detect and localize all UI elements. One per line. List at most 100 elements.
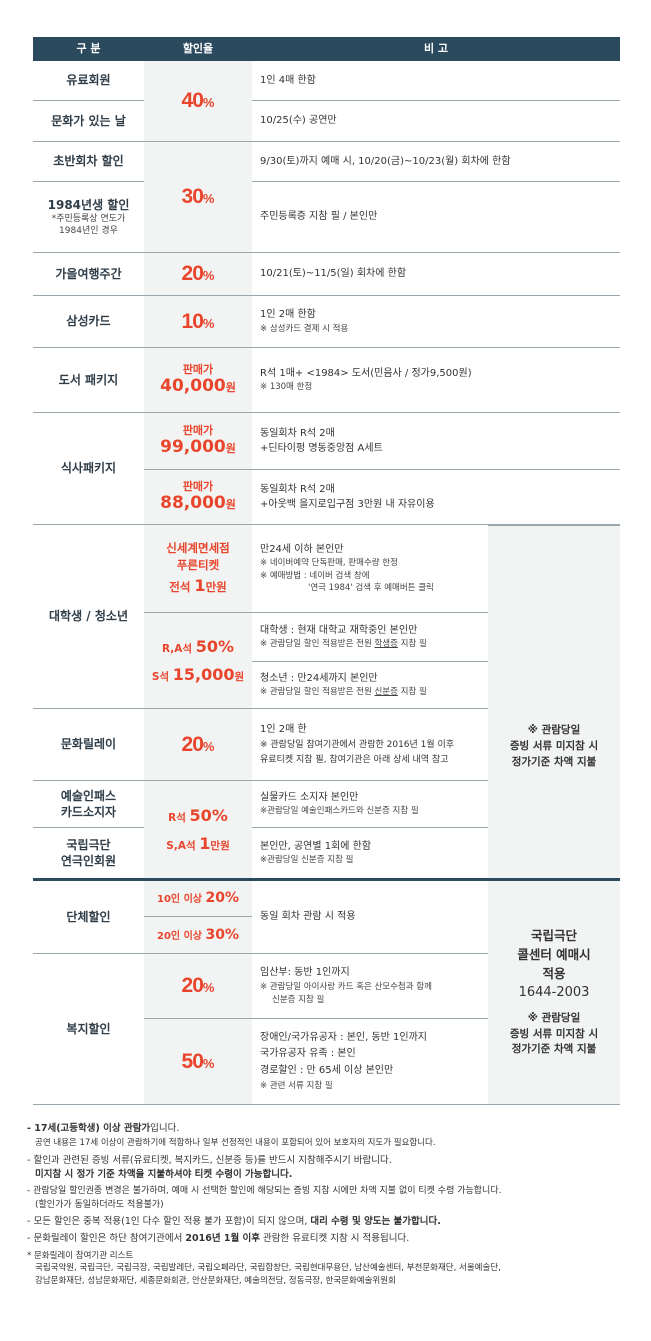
discount-welfare-20: 20% <box>144 954 252 1019</box>
discount-20: 20% <box>144 253 252 296</box>
text: R석 <box>168 812 190 825</box>
text: 40,000 <box>160 376 226 397</box>
text: 1인 2매 한함 <box>260 309 316 321</box>
header-remarks: 비 고 <box>423 42 449 55</box>
text-group: ※ 관람당일 할인 적용받은 전원 신분증 지참 필 <box>260 686 488 698</box>
text-group: 88,000원 <box>160 493 236 513</box>
text: 20 <box>181 974 204 998</box>
text-group: R석 50% <box>168 802 228 829</box>
text: - 17세(고등학생) 이상 관람가 <box>27 1123 151 1134</box>
text: 초반회차 할인 <box>53 154 124 169</box>
note-age: - 17세(고등학생) 이상 관람가입니다. 공연 내용은 17세 이상이 관람하… <box>27 1122 637 1151</box>
text-group: 40,000원 <box>160 376 236 396</box>
text-group: 20% <box>182 261 215 286</box>
text: 1 <box>194 575 206 595</box>
remark: 10/21(토)~11/5(일) 회차에 한함 <box>252 253 620 296</box>
text: 도서 패키지 <box>58 372 119 387</box>
discount-30: 30% <box>144 142 252 253</box>
text: ※관람당일 신분증 지참 필 <box>260 855 354 866</box>
text: 정가기준 차액 지불 <box>511 755 597 768</box>
text: R,A석 <box>161 643 196 656</box>
remark: 1인 4매 한함 <box>252 61 620 101</box>
text: 적용 <box>542 965 566 981</box>
text: '연극 1984' 검색 후 예매버튼 클릭 <box>308 582 434 593</box>
text: 신세계면세점 <box>166 541 230 556</box>
notes-section: - 17세(고등학생) 이상 관람가입니다. 공연 내용은 17세 이상이 관람하… <box>27 1122 637 1291</box>
text: 복지할인 <box>66 1021 111 1036</box>
text: 미지참 시 정가 기준 차액을 지불하셔야 티켓 수령이 가능합니다. <box>35 1168 293 1180</box>
text: +아웃백 을지로입구점 3만원 내 자유이용 <box>260 499 435 510</box>
row-culture-relay: 문화릴레이 <box>33 709 144 781</box>
price-meal-a: 판매가 99,000원 <box>144 413 252 470</box>
text: 20% <box>205 890 239 907</box>
text: % <box>202 315 215 331</box>
text-group: S,A석 1만원 <box>166 830 229 857</box>
text: ※ 네이버예약 단독판매, 판매수량 한정 <box>260 558 398 569</box>
text-group: R,A석 50% <box>162 633 234 660</box>
remark: 실물카드 소지자 본인만 ※관람당일 예술인패스카드와 신분증 지참 필 <box>252 781 488 828</box>
price-meal-b: 판매가 88,000원 <box>144 470 252 525</box>
remark: 1인 2매 한함 ※ 삼성카드 결제 시 적용 <box>252 296 620 348</box>
text: 콜센터 예매시 <box>517 946 591 962</box>
text: 실물카드 소지자 본인만 <box>260 792 359 804</box>
side-note-evidence: ※ 관람당일 증빙 서류 미지참 시 정가기준 차액 지불 <box>488 525 620 878</box>
row-art-pass: 예술인패스 카드소지자 <box>33 781 144 828</box>
text: ※ 관련 서류 지참 필 <box>260 1081 333 1092</box>
text: 대학생 / 청소년 <box>49 609 128 624</box>
row-theater-member: 국립극단 연극인회원 <box>33 828 144 878</box>
text: 20 <box>181 262 204 286</box>
text: 50% <box>189 806 228 826</box>
text: 공연 내용은 17세 이상이 관람하기에 적합하나 일부 선정적인 내용이 포함… <box>35 1138 436 1149</box>
remark: 장애인/국가유공자 : 본인, 동반 1인까지 국가유공자 유족 : 본인 경로할인… <box>252 1019 488 1105</box>
note-duplicate: - 모든 할인은 중복 적용(1인 다수 할인 적용 불가 포함)이 되지 않으… <box>27 1215 637 1229</box>
text: ※관람당일 예술인패스카드와 신분증 지참 필 <box>260 806 419 817</box>
text: 15,000 <box>172 664 235 684</box>
text: 국가유공자 유족 : 본인 <box>260 1048 356 1060</box>
remark: R석 1매+ <1984> 도서(민음사 / 정가9,500원) ※ 130매 한… <box>252 348 620 413</box>
text: 동일 회차 관람 시 적용 <box>260 911 356 923</box>
text: 주민등록증 지참 필 / 본인만 <box>260 211 378 223</box>
remark: 9/30(토)까지 예매 시, 10/20(금)~10/23(월) 회차에 한함 <box>252 142 620 182</box>
text: 대학생 : 현재 대학교 재학중인 본인만 <box>260 624 418 636</box>
text: 1인 2매 한 <box>260 723 307 735</box>
remark: 본인만, 공연별 1회에 한함 ※관람당일 신분증 지참 필 <box>252 828 488 878</box>
text: (할인가가 동일하더라도 적용불가) <box>35 1199 164 1210</box>
text: ※ 예매방법 : 네이버 검색 창에 <box>260 570 370 581</box>
text: ※ 관람당일 할인 적용받은 전원 <box>260 687 375 698</box>
text: 99,000 <box>160 437 226 458</box>
price-book-package: 판매가 40,000원 <box>144 348 252 413</box>
text: 장애인/국가유공자 : 본인, 동반 1인까지 <box>260 1031 427 1043</box>
discount-10: 10% <box>144 296 252 348</box>
row-born-1984: 1984년생 할인 *주민등록상 연도가 1984년인 경우 <box>33 182 144 253</box>
text: 지참 필 <box>397 639 427 650</box>
text-group: 10% <box>182 309 215 334</box>
callcenter-phone: 1644-2003 <box>518 985 590 1001</box>
text: 30 <box>181 185 204 209</box>
row-welfare-discount: 복지할인 <box>33 954 144 1105</box>
text: 10 <box>181 309 204 333</box>
text: 입니다. <box>150 1123 180 1134</box>
text: 20인 이상 <box>157 930 206 942</box>
text: 강남문화재단, 성남문화재단, 세종문화회관, 안산문화재단, 예술의전당, 정… <box>35 1276 396 1286</box>
text: 관람한 유료티켓 지참 시 적용됩니다. <box>260 1233 410 1245</box>
text: ※ 130매 한정 <box>260 382 313 393</box>
text-group: 20% <box>182 732 215 757</box>
text: - 문화릴레이 할인은 하단 참여기관에서 <box>27 1233 186 1245</box>
row-book-package: 도서 패키지 <box>33 348 144 413</box>
text: 삼성카드 <box>66 314 111 329</box>
text: 9/30(토)까지 예매 시, 10/20(금)~10/23(월) 회차에 한함 <box>260 155 511 167</box>
note-change: - 관람당일 할인권종 변경은 불가하며, 예매 시 선택한 할인에 해당되는 … <box>27 1185 637 1212</box>
text: 1984년생 할인 <box>47 197 130 212</box>
text: 신분증 지참 필 <box>272 994 325 1005</box>
text: 국립국악원, 국립극단, 국립극장, 국립발레단, 국립오페라단, 국립합창단,… <box>35 1263 501 1274</box>
text: 만24세 이하 본인만 <box>260 543 344 555</box>
header-discount: 할인율 <box>182 42 214 55</box>
remark: 동일회차 R석 2매 +딘타이펑 명동중앙점 A세트 <box>252 413 620 470</box>
text-group: 20인 이상 30% <box>157 927 239 944</box>
row-meal-package: 식사패키지 <box>33 413 144 525</box>
text: 만원 <box>205 579 227 594</box>
text: 50% <box>195 637 234 657</box>
row-student-youth: 대학생 / 청소년 <box>33 525 144 709</box>
row-early-show: 초반회차 할인 <box>33 142 144 182</box>
text: 연극인회원 <box>60 854 117 868</box>
